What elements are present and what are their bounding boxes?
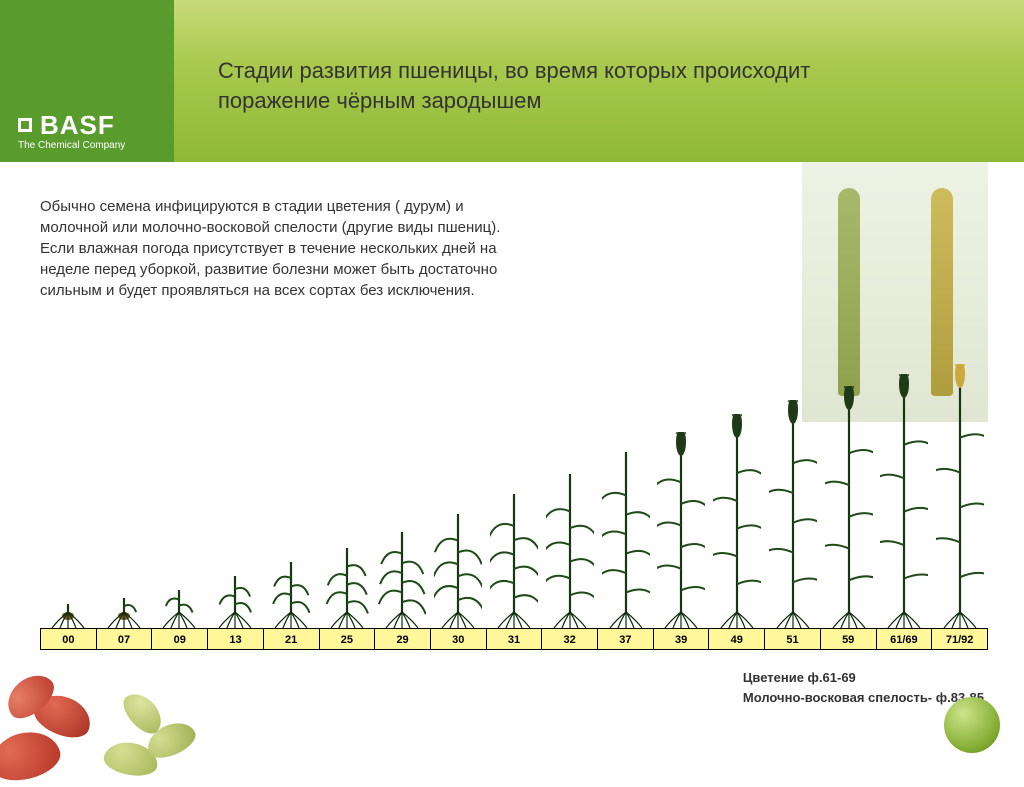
growth-stage — [207, 574, 263, 628]
growth-stage — [152, 588, 208, 628]
legend-line-1: Цветение ф.61-69 — [743, 668, 984, 688]
axis-label: 37 — [598, 629, 654, 649]
logo-tagline: The Chemical Company — [18, 140, 125, 151]
growth-stage — [430, 512, 486, 628]
axis-label: 09 — [152, 629, 208, 649]
growth-stage — [821, 386, 877, 628]
growth-stage-axis: 00070913212529303132373949515961/6971/92 — [40, 628, 988, 650]
logo-panel: BASF The Chemical Company — [0, 0, 174, 162]
seed-decoration — [0, 657, 218, 767]
legend-line-2: Молочно-восковая спелость- ф.83-85 — [743, 688, 984, 708]
growth-stage — [542, 472, 598, 628]
slide-title: Стадии развития пшеницы, во время которы… — [218, 56, 858, 115]
axis-label: 61/69 — [877, 629, 933, 649]
axis-label: 21 — [264, 629, 320, 649]
growth-stage — [765, 400, 821, 628]
growth-chart — [40, 380, 988, 628]
logo-square-icon — [18, 118, 32, 132]
growth-stage — [598, 450, 654, 628]
axis-label: 30 — [431, 629, 487, 649]
bean-red-icon — [0, 725, 65, 787]
axis-label: 07 — [97, 629, 153, 649]
axis-label: 71/92 — [932, 629, 988, 649]
growth-stage — [876, 374, 932, 628]
growth-stage-row — [40, 380, 988, 628]
axis-label: 13 — [208, 629, 264, 649]
growth-stage — [375, 530, 431, 628]
axis-label: 31 — [487, 629, 543, 649]
axis-label: 25 — [320, 629, 376, 649]
legend-block: Цветение ф.61-69 Молочно-восковая спелос… — [743, 668, 984, 707]
axis-label: 29 — [375, 629, 431, 649]
growth-stage — [40, 602, 96, 628]
axis-label: 00 — [40, 629, 97, 649]
growth-stage — [263, 560, 319, 628]
growth-stage — [96, 596, 152, 628]
axis-label: 51 — [765, 629, 821, 649]
corner-sphere-icon — [944, 697, 1000, 753]
growth-stage — [653, 432, 709, 628]
growth-stage — [932, 364, 988, 628]
axis-label: 39 — [654, 629, 710, 649]
axis-label: 49 — [709, 629, 765, 649]
body-paragraph: Обычно семена инфицируются в стадии цвет… — [40, 196, 520, 301]
growth-stage — [709, 414, 765, 628]
logo-brand: BASF — [40, 110, 115, 141]
axis-label: 32 — [542, 629, 598, 649]
growth-stage — [486, 492, 542, 628]
axis-label: 59 — [821, 629, 877, 649]
growth-stage — [319, 546, 375, 628]
